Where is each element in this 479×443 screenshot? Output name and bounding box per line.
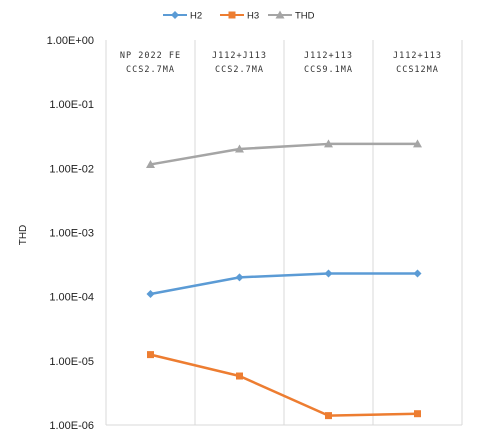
data-point xyxy=(147,351,154,359)
category-label: J112+J113 xyxy=(212,51,267,61)
y-tick-label: 1.00E-02 xyxy=(49,163,94,175)
category-labels: NP 2022 FE CCS2.7MA J112+J113 CCS2.7MA J112+… xyxy=(120,51,442,75)
legend-label: THD xyxy=(295,11,315,22)
data-point xyxy=(413,139,422,148)
data-point xyxy=(413,269,422,278)
y-tick-label: 1.00E-01 xyxy=(49,99,94,111)
series-line xyxy=(150,272,418,296)
y-axis: 1.00E+00 1.00E-01 1.00E-02 1.00E-03 1.00E-04… xyxy=(47,35,94,432)
legend-marker xyxy=(275,10,285,19)
category-label: NP 2022 FE xyxy=(120,51,181,61)
data-point xyxy=(146,159,155,168)
data-point xyxy=(236,372,243,380)
legend: H2 H3 THD xyxy=(163,10,315,22)
data-point xyxy=(146,290,155,299)
legend-marker xyxy=(228,11,236,19)
plot-area xyxy=(105,40,463,426)
series-line xyxy=(150,142,418,166)
series-h3 xyxy=(147,351,421,420)
category-label: CCS9.1MA xyxy=(304,65,353,75)
category-label: J112+113 xyxy=(304,51,353,61)
category-label: CCS2.7MA xyxy=(126,65,175,75)
category-label: CCS12MA xyxy=(396,65,439,75)
data-point xyxy=(325,412,332,420)
y-tick-label: 1.00E-05 xyxy=(49,356,94,368)
data-point xyxy=(235,273,244,282)
data-point xyxy=(235,144,244,153)
series-h2 xyxy=(146,269,422,299)
series-line xyxy=(150,353,418,417)
legend-label: H3 xyxy=(247,11,259,22)
y-tick-label: 1.00E-03 xyxy=(49,228,94,240)
series-thd xyxy=(146,139,422,168)
legend-label: H2 xyxy=(190,11,202,22)
category-label: J112+113 xyxy=(393,51,442,61)
legend-item: H3 xyxy=(220,11,259,22)
data-point xyxy=(324,269,333,278)
legend-marker xyxy=(171,11,179,19)
legend-item: H2 xyxy=(163,11,202,22)
data-point xyxy=(414,410,421,418)
y-axis-title: THD xyxy=(18,225,29,246)
legend-item: THD xyxy=(268,10,315,22)
y-tick-label: 1.00E-06 xyxy=(49,420,94,432)
y-tick-label: 1.00E+00 xyxy=(47,35,94,47)
series-lines xyxy=(146,139,422,420)
category-label: CCS2.7MA xyxy=(215,65,264,75)
data-point xyxy=(324,139,333,148)
y-tick-label: 1.00E-04 xyxy=(49,292,94,304)
